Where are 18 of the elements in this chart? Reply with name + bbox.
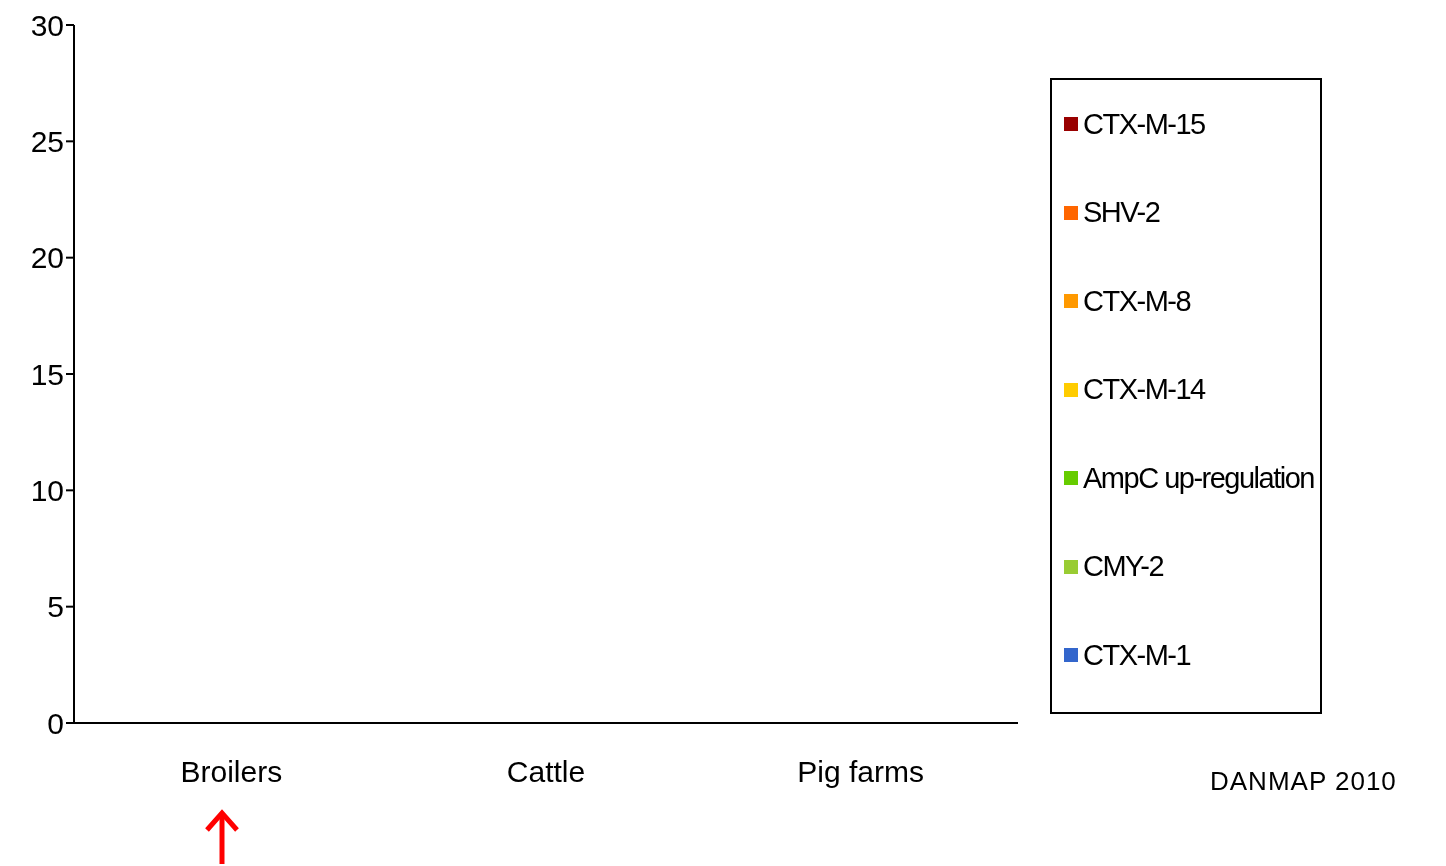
legend-label: CTX-M-8 [1083,284,1191,318]
y-tick-label: 25 [30,124,64,158]
legend-label: CTX-M-14 [1083,373,1205,407]
legend-label: CTX-M-15 [1083,107,1205,141]
y-tick-label: 0 [47,706,64,740]
y-tick-label: 20 [30,241,64,275]
legend-label: CMY-2 [1083,550,1164,584]
x-tick-label: Cattle [506,755,586,789]
y-tick-label: 15 [30,357,64,391]
x-tick-label: Pig farms [797,755,925,789]
y-tick-label: 30 [30,8,64,42]
text: DANMAP 2010 [1210,766,1397,797]
legend-label: CTX-M-1 [1083,638,1191,672]
x-tick-label: Broilers [180,755,283,789]
legend-label: AmpC up-regulation [1083,461,1314,495]
legend-label: SHV-2 [1083,196,1160,230]
y-tick-label: 10 [30,473,64,507]
y-tick-label: 5 [47,590,64,624]
